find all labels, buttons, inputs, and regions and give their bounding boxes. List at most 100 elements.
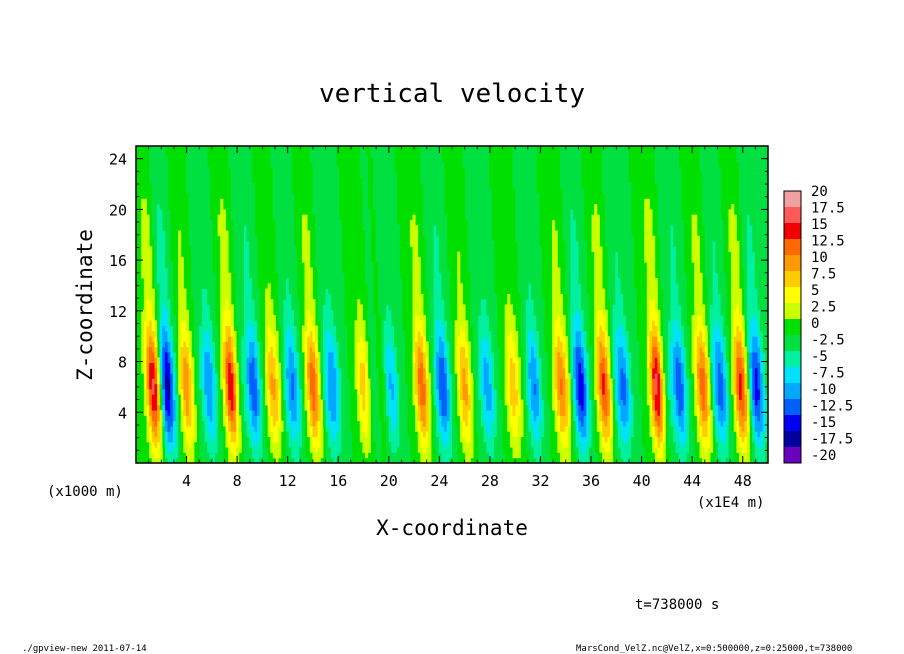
heatmap-cell xyxy=(215,457,219,463)
heatmap-cell xyxy=(581,336,585,342)
heatmap-cell xyxy=(386,389,390,395)
heatmap-cell xyxy=(662,330,666,337)
heatmap-cell xyxy=(178,341,182,348)
heatmap-cell xyxy=(375,431,379,437)
heatmap-cell xyxy=(446,410,450,416)
heatmap-cell xyxy=(517,431,521,437)
heatmap-cell xyxy=(322,389,326,395)
heatmap-cell xyxy=(207,357,211,364)
heatmap-cell xyxy=(670,436,674,443)
heatmap-cell xyxy=(552,373,556,379)
heatmap-cell xyxy=(315,447,319,453)
heatmap-cell xyxy=(488,330,492,337)
heatmap-cell xyxy=(625,436,629,443)
heatmap-cell xyxy=(215,447,219,453)
heatmap-cell xyxy=(241,420,245,427)
heatmap-cell xyxy=(467,415,471,422)
heatmap-cell xyxy=(731,457,735,463)
heatmap-cell xyxy=(401,352,405,358)
heatmap-cell xyxy=(554,389,558,395)
heatmap-cell xyxy=(170,447,174,453)
heatmap-cell xyxy=(294,399,298,406)
heatmap-cell xyxy=(391,410,395,416)
heatmap-cell xyxy=(438,378,442,385)
heatmap-cell xyxy=(654,404,658,411)
heatmap-cell xyxy=(728,452,732,459)
heatmap-cell xyxy=(307,420,311,427)
heatmap-cell xyxy=(723,373,727,379)
heatmap-cell xyxy=(186,399,190,406)
heatmap-cell xyxy=(436,378,440,385)
heatmap-cell xyxy=(517,367,521,374)
heatmap-cell xyxy=(433,362,437,369)
heatmap-cell xyxy=(262,441,266,448)
heatmap-cell xyxy=(559,346,563,353)
heatmap-cell xyxy=(638,399,642,406)
heatmap-cell xyxy=(675,420,679,427)
heatmap-cell xyxy=(525,404,529,411)
heatmap-cell xyxy=(428,420,432,427)
heatmap-cell xyxy=(544,362,548,369)
heatmap-cell xyxy=(159,410,163,416)
heatmap-cell xyxy=(678,410,682,416)
heatmap-cell xyxy=(512,341,516,348)
heatmap-cell xyxy=(383,383,387,390)
heatmap-cell xyxy=(309,389,313,395)
heatmap-cell xyxy=(388,441,392,448)
heatmap-cell xyxy=(386,362,390,369)
heatmap-cell xyxy=(731,373,735,379)
heatmap-cell xyxy=(328,410,332,416)
heatmap-cell xyxy=(581,373,585,379)
heatmap-cell xyxy=(638,441,642,448)
heatmap-cell xyxy=(762,399,766,406)
heatmap-cell xyxy=(191,389,195,395)
heatmap-cell xyxy=(420,404,424,411)
heatmap-cell xyxy=(438,426,442,432)
heatmap-cell xyxy=(491,367,495,374)
heatmap-cell xyxy=(694,378,698,385)
heatmap-cell xyxy=(533,383,537,390)
heatmap-cell xyxy=(683,404,687,411)
heatmap-cell xyxy=(512,410,516,416)
heatmap-cell xyxy=(473,346,477,353)
heatmap-cell xyxy=(486,341,490,348)
heatmap-cell xyxy=(167,436,171,443)
heatmap-cell xyxy=(317,436,321,443)
heatmap-cell xyxy=(612,378,616,385)
heatmap-cell xyxy=(191,357,195,364)
heatmap-cell xyxy=(617,373,621,379)
heatmap-cell xyxy=(536,394,540,400)
heatmap-cell xyxy=(531,352,535,358)
heatmap-cell xyxy=(380,341,384,348)
heatmap-cell xyxy=(246,420,250,427)
heatmap-cell xyxy=(444,447,448,453)
heatmap-cell xyxy=(552,357,556,364)
heatmap-cell xyxy=(625,373,629,379)
heatmap-cell xyxy=(283,426,287,432)
heatmap-cell xyxy=(394,373,398,379)
heatmap-cell xyxy=(149,367,153,374)
heatmap-cell xyxy=(265,452,269,459)
heatmap-cell xyxy=(304,373,308,379)
heatmap-cell xyxy=(623,389,627,395)
heatmap-cell xyxy=(275,389,279,395)
heatmap-cell xyxy=(694,341,698,348)
heatmap-cell xyxy=(452,415,456,422)
heatmap-cell xyxy=(689,399,693,406)
heatmap-cell xyxy=(607,357,611,364)
heatmap-cell xyxy=(649,367,653,374)
heatmap-cell xyxy=(515,404,519,411)
heatmap-cell xyxy=(315,452,319,459)
heatmap-cell xyxy=(720,362,724,369)
heatmap-cell xyxy=(744,383,748,390)
heatmap-cell xyxy=(636,341,640,348)
heatmap-cell xyxy=(312,420,316,427)
heatmap-cell xyxy=(488,389,492,395)
heatmap-cell xyxy=(317,410,321,416)
heatmap-cell xyxy=(328,441,332,448)
heatmap-cell xyxy=(362,389,366,395)
heatmap-cell xyxy=(631,383,635,390)
heatmap-cell xyxy=(638,410,642,416)
heatmap-cell xyxy=(749,352,753,358)
heatmap-cell xyxy=(167,452,171,459)
